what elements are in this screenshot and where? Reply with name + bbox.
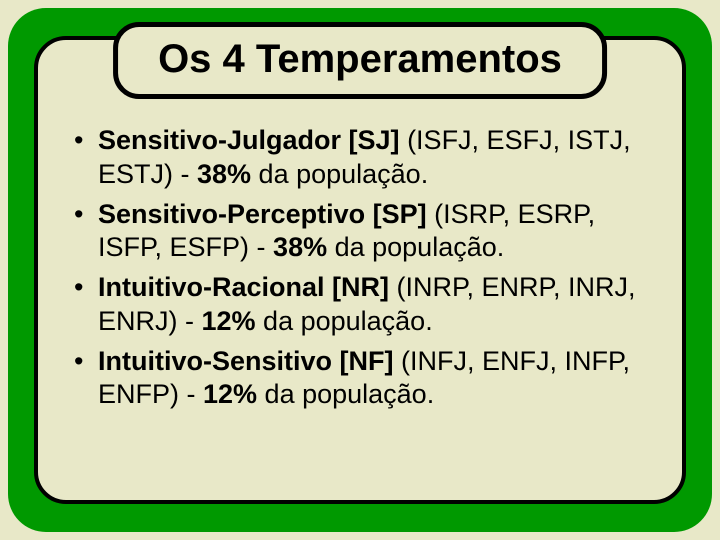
temperament-name: Sensitivo-Perceptivo [SP] [98, 199, 427, 229]
temperament-percent: 38% [197, 159, 251, 189]
list-item: Intuitivo-Sensitivo [NF] (INFJ, ENFJ, IN… [72, 345, 658, 413]
title-container: Os 4 Temperamentos [113, 22, 607, 99]
temperament-suffix: da população. [257, 379, 434, 409]
temperament-name: Intuitivo-Racional [NR] [98, 272, 389, 302]
slide-title: Os 4 Temperamentos [158, 37, 562, 81]
outer-green-frame: Os 4 Temperamentos Sensitivo-Julgador [S… [8, 8, 712, 532]
temperament-percent: 12% [202, 306, 256, 336]
temperament-suffix: da população. [251, 159, 428, 189]
list-item: Sensitivo-Perceptivo [SP] (ISRP, ESRP, I… [72, 198, 658, 266]
temperament-suffix: da população. [327, 232, 504, 262]
temperament-percent: 38% [273, 232, 327, 262]
list-item: Intuitivo-Racional [NR] (INRP, ENRP, INR… [72, 271, 658, 339]
inner-panel: Os 4 Temperamentos Sensitivo-Julgador [S… [34, 36, 686, 504]
temperament-name: Intuitivo-Sensitivo [NF] [98, 346, 393, 376]
temperaments-list: Sensitivo-Julgador [SJ] (ISFJ, ESFJ, IST… [72, 124, 658, 418]
temperament-percent: 12% [203, 379, 257, 409]
temperament-suffix: da população. [256, 306, 433, 336]
list-item: Sensitivo-Julgador [SJ] (ISFJ, ESFJ, IST… [72, 124, 658, 192]
temperament-name: Sensitivo-Julgador [SJ] [98, 125, 400, 155]
